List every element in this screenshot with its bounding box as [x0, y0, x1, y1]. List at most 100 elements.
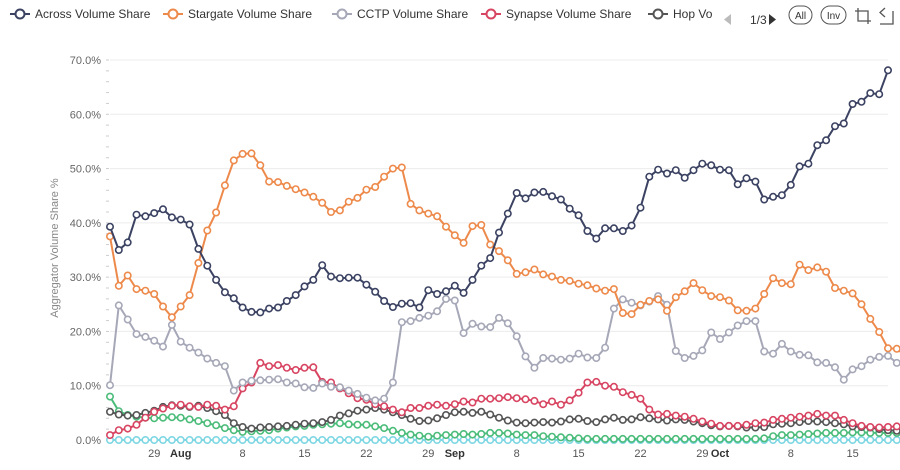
data-point: [866, 89, 875, 98]
data-point: [380, 296, 389, 305]
data-point: [309, 363, 318, 372]
data-point: [486, 394, 495, 403]
data-point: [512, 269, 521, 278]
data-point: [883, 351, 892, 360]
data-point: [265, 375, 274, 384]
inv-button[interactable]: Inv: [820, 5, 847, 25]
data-point: [123, 271, 132, 280]
data-point: [671, 346, 680, 355]
legend-item-4[interactable]: Synapse Volume Share: [481, 7, 632, 21]
data-point: [777, 339, 786, 348]
data-point: [406, 403, 415, 412]
y-tick-label: 30.0%: [70, 272, 101, 284]
data-point: [857, 362, 866, 371]
data-point: [256, 161, 265, 170]
data-point: [892, 344, 900, 353]
data-point: [247, 376, 256, 385]
data-point: [494, 247, 503, 256]
x-tick-label: 15: [572, 448, 584, 460]
data-point: [106, 381, 115, 390]
data-point: [848, 289, 857, 298]
data-point: [618, 434, 627, 443]
data-point: [662, 169, 671, 178]
data-point: [300, 419, 309, 428]
data-point: [609, 304, 618, 313]
data-point: [335, 411, 344, 420]
legend-item-2[interactable]: Stargate Volume Share: [163, 7, 312, 21]
data-point: [530, 396, 539, 405]
data-point: [547, 432, 556, 441]
data-point: [309, 275, 318, 284]
legend-marker: [14, 8, 26, 20]
data-point: [583, 227, 592, 236]
data-point: [291, 435, 300, 444]
data-point: [194, 244, 203, 253]
legend-item-3[interactable]: CCTP Volume Share: [332, 7, 468, 21]
data-point: [114, 410, 123, 419]
data-point: [141, 212, 150, 221]
data-point: [751, 177, 760, 186]
data-point: [468, 319, 477, 328]
data-point: [397, 163, 406, 172]
data-point: [265, 177, 274, 186]
x-tick-label: 22: [634, 448, 646, 460]
data-point: [114, 301, 123, 310]
y-tick-label: 70.0%: [70, 55, 101, 67]
data-point: [760, 434, 769, 443]
data-point: [150, 407, 159, 416]
data-point: [883, 66, 892, 75]
data-point: [282, 435, 291, 444]
data-point: [486, 240, 495, 249]
data-point: [760, 289, 769, 298]
data-point: [114, 435, 123, 444]
legend-label: CCTP Volume Share: [357, 7, 468, 21]
data-point: [804, 351, 813, 360]
all-button[interactable]: All: [788, 5, 813, 25]
data-point: [406, 414, 415, 423]
data-point: [309, 419, 318, 428]
data-point: [848, 435, 857, 444]
data-point: [848, 365, 857, 374]
legend-prev-button[interactable]: [724, 14, 731, 25]
data-point: [203, 226, 212, 235]
data-point: [132, 330, 141, 339]
data-point: [601, 286, 610, 295]
data-point: [804, 159, 813, 168]
data-point: [203, 261, 212, 270]
data-point: [627, 221, 636, 230]
data-point: [742, 174, 751, 183]
restore-button[interactable]: [879, 7, 894, 25]
data-point: [892, 436, 900, 444]
series-line: [109, 295, 900, 402]
data-point: [353, 273, 362, 282]
x-tick-label: 29: [422, 448, 434, 460]
data-point: [804, 266, 813, 275]
data-point: [468, 430, 477, 439]
data-point: [353, 389, 362, 398]
data-point: [618, 388, 627, 397]
crop-button[interactable]: [855, 8, 871, 24]
data-point: [574, 414, 583, 423]
data-point: [291, 379, 300, 388]
legend-item-5[interactable]: Hop Vo: [648, 7, 713, 21]
data-point: [769, 192, 778, 201]
data-point: [866, 422, 875, 431]
data-point: [309, 435, 318, 444]
data-point: [220, 181, 229, 190]
legend-label: Synapse Volume Share: [506, 7, 632, 21]
data-point: [751, 419, 760, 428]
data-point: [229, 419, 238, 428]
data-point: [362, 393, 371, 402]
data-point: [238, 378, 247, 387]
data-point: [592, 418, 601, 427]
data-point: [185, 220, 194, 229]
data-point: [300, 383, 309, 392]
data-point: [433, 307, 442, 316]
data-point: [689, 166, 698, 175]
legend-next-button[interactable]: [769, 14, 776, 25]
data-point: [300, 435, 309, 444]
legend-item-1[interactable]: Across Volume Share: [10, 7, 151, 21]
data-point: [795, 260, 804, 269]
data-point: [618, 295, 627, 304]
data-point: [433, 431, 442, 440]
